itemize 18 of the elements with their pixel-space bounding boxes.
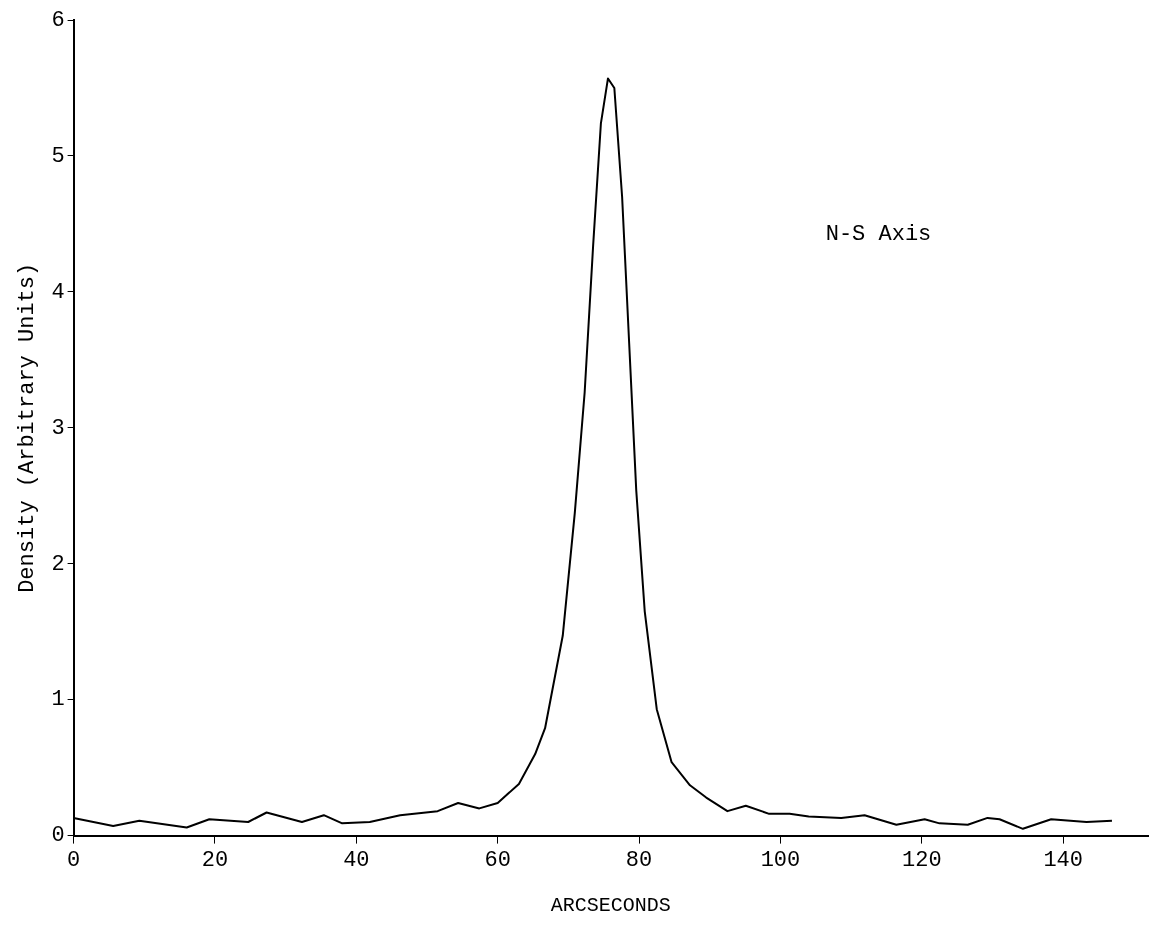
x-tick-label: 100: [760, 847, 801, 873]
y-tick-label: 2: [51, 551, 65, 577]
x-tick-label: 140: [1043, 847, 1083, 873]
y-tick-label: 4: [51, 279, 65, 305]
y-tick-label: 0: [51, 823, 65, 849]
x-tick-label: 60: [484, 847, 511, 873]
y-tick-label: 6: [51, 7, 65, 33]
x-tick-label: 40: [343, 847, 370, 873]
x-tick-label: 120: [902, 847, 942, 873]
x-tick-label: 20: [201, 847, 229, 873]
annotation: N-S Axis: [825, 222, 932, 248]
y-tick-label: 1: [51, 687, 65, 713]
x-tick-label: 80: [625, 847, 653, 873]
y-axis-title: Density (Arbitrary Units): [15, 262, 41, 593]
y-tick-label: 3: [51, 415, 65, 441]
x-axis-title: ARCSECONDS: [550, 894, 671, 918]
x-tick-label: 0: [67, 847, 81, 873]
y-tick-label: 5: [51, 143, 65, 169]
